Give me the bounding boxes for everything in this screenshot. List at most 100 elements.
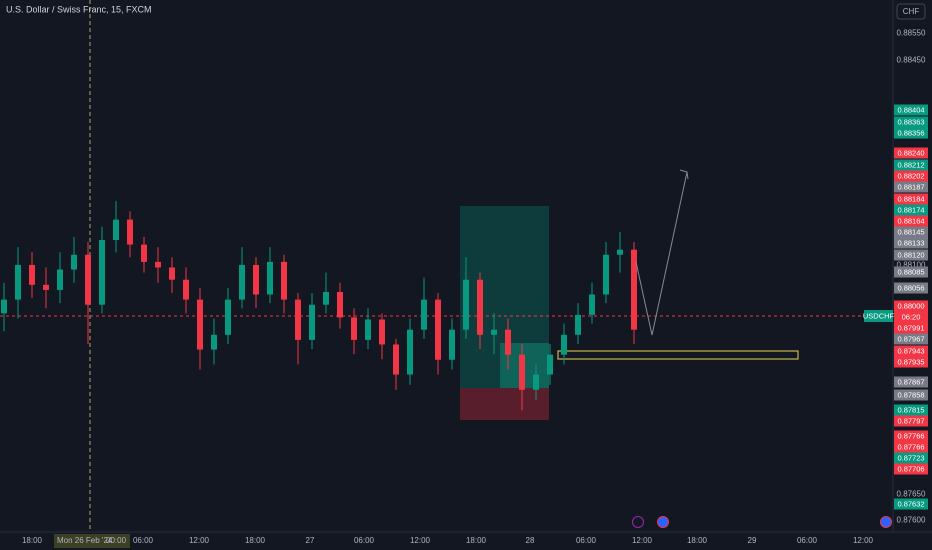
candle-body <box>477 279 483 335</box>
price-label: 0.88120 <box>897 250 924 259</box>
symbol-tag <box>864 310 893 322</box>
price-label: 0.88240 <box>897 148 924 157</box>
candle-body <box>211 334 217 350</box>
candle-body <box>393 344 399 375</box>
news-flag-icon[interactable] <box>657 516 669 528</box>
chart-title: U.S. Dollar / Swiss Franc, 15, FXCM <box>6 4 152 14</box>
candle-body <box>141 244 147 262</box>
stop-zone <box>460 388 549 420</box>
time-label: 27 <box>306 536 315 545</box>
cursor-time-box <box>54 534 130 548</box>
price-tag <box>894 498 928 510</box>
price-label: 0.88174 <box>897 205 924 214</box>
time-label: 12:00 <box>632 536 653 545</box>
price-tag <box>894 356 928 368</box>
price-label: 0.87632 <box>897 499 924 508</box>
price-label: 0.88133 <box>897 238 924 247</box>
news-flag-icon[interactable] <box>880 516 892 528</box>
price-tag <box>894 452 928 464</box>
price-label: 0.88550 <box>897 29 926 38</box>
candles <box>1 201 637 411</box>
candle-body <box>253 264 259 295</box>
price-tag <box>894 282 928 294</box>
price-tag <box>894 463 928 475</box>
price-tag <box>894 376 928 388</box>
candle-body <box>323 291 329 305</box>
time-label: 18:00 <box>466 536 487 545</box>
candle-body <box>295 299 301 340</box>
currency-button[interactable] <box>896 3 926 20</box>
candle-body <box>43 284 49 290</box>
price-tag <box>894 193 928 205</box>
candle-body <box>71 254 77 270</box>
candle-body <box>617 249 623 255</box>
candle-body <box>99 239 105 305</box>
candle-body <box>225 299 231 335</box>
candle-body <box>85 254 91 305</box>
price-tag <box>894 237 928 249</box>
price-label: 0.88000 <box>897 301 924 310</box>
price-tag <box>894 116 928 128</box>
arrow-head <box>679 169 689 180</box>
price-label: 0.88145 <box>897 227 924 236</box>
price-label: 0.87967 <box>897 334 924 343</box>
candle-body <box>1 299 7 314</box>
candle-body <box>29 264 35 285</box>
candle-body <box>351 317 357 340</box>
price-label: 0.88356 <box>897 128 924 137</box>
price-tag <box>894 311 928 323</box>
price-tag <box>894 249 928 261</box>
candle-body <box>183 279 189 300</box>
support-box <box>557 350 799 360</box>
price-tag <box>894 333 928 345</box>
time-label: 18:00 <box>245 536 266 545</box>
price-tag <box>894 300 928 312</box>
candle-body <box>57 269 63 290</box>
candle-body <box>533 374 539 390</box>
candle-body <box>421 299 427 330</box>
candle-body <box>463 279 469 330</box>
price-label: 0.87991 <box>897 323 924 332</box>
candle-body <box>449 329 455 360</box>
price-tag <box>894 345 928 357</box>
candle-body <box>15 264 21 300</box>
price-label: 0.87943 <box>897 346 924 355</box>
price-label: 0.87858 <box>897 390 924 399</box>
price-tag <box>894 147 928 159</box>
price-label: 0.88187 <box>897 182 924 191</box>
candle-body <box>155 261 161 268</box>
currency-label[interactable]: CHF <box>903 7 920 16</box>
candle-body <box>603 254 609 295</box>
candle-body <box>379 319 385 345</box>
price-label: 0.88100 <box>897 261 926 270</box>
price-label: 0.87935 <box>897 357 924 366</box>
time-label: 28 <box>526 536 535 545</box>
price-label: 0.87815 <box>897 405 924 414</box>
cursor-date: Mon 26 Feb '24 <box>57 536 113 545</box>
price-label: 0.88450 <box>897 56 926 65</box>
price-tag <box>894 215 928 227</box>
price-label: 0.88404 <box>897 105 924 114</box>
event-icon[interactable] <box>632 516 644 528</box>
price-label: 0.87723 <box>897 453 924 462</box>
symbol-label: USDCHF <box>863 311 895 320</box>
price-label: 0.88056 <box>897 283 924 292</box>
price-label: 0.88085 <box>897 267 924 276</box>
price-label: 0.87650 <box>897 490 926 499</box>
candle-body <box>491 329 497 335</box>
candle-body <box>407 329 413 375</box>
time-label: 06:00 <box>576 536 597 545</box>
candle-body <box>169 267 175 280</box>
price-label: 0.87706 <box>897 464 924 473</box>
candle-body <box>337 291 343 318</box>
candle-body <box>197 299 203 350</box>
price-tag <box>894 104 928 116</box>
candle-body <box>127 219 133 245</box>
price-label: 0.87867 <box>897 377 924 386</box>
price-label: 0.88184 <box>897 194 924 203</box>
candle-body <box>113 219 119 240</box>
candle-body <box>365 319 371 340</box>
candle-body <box>631 249 637 330</box>
price-label: 0.88202 <box>897 171 924 180</box>
